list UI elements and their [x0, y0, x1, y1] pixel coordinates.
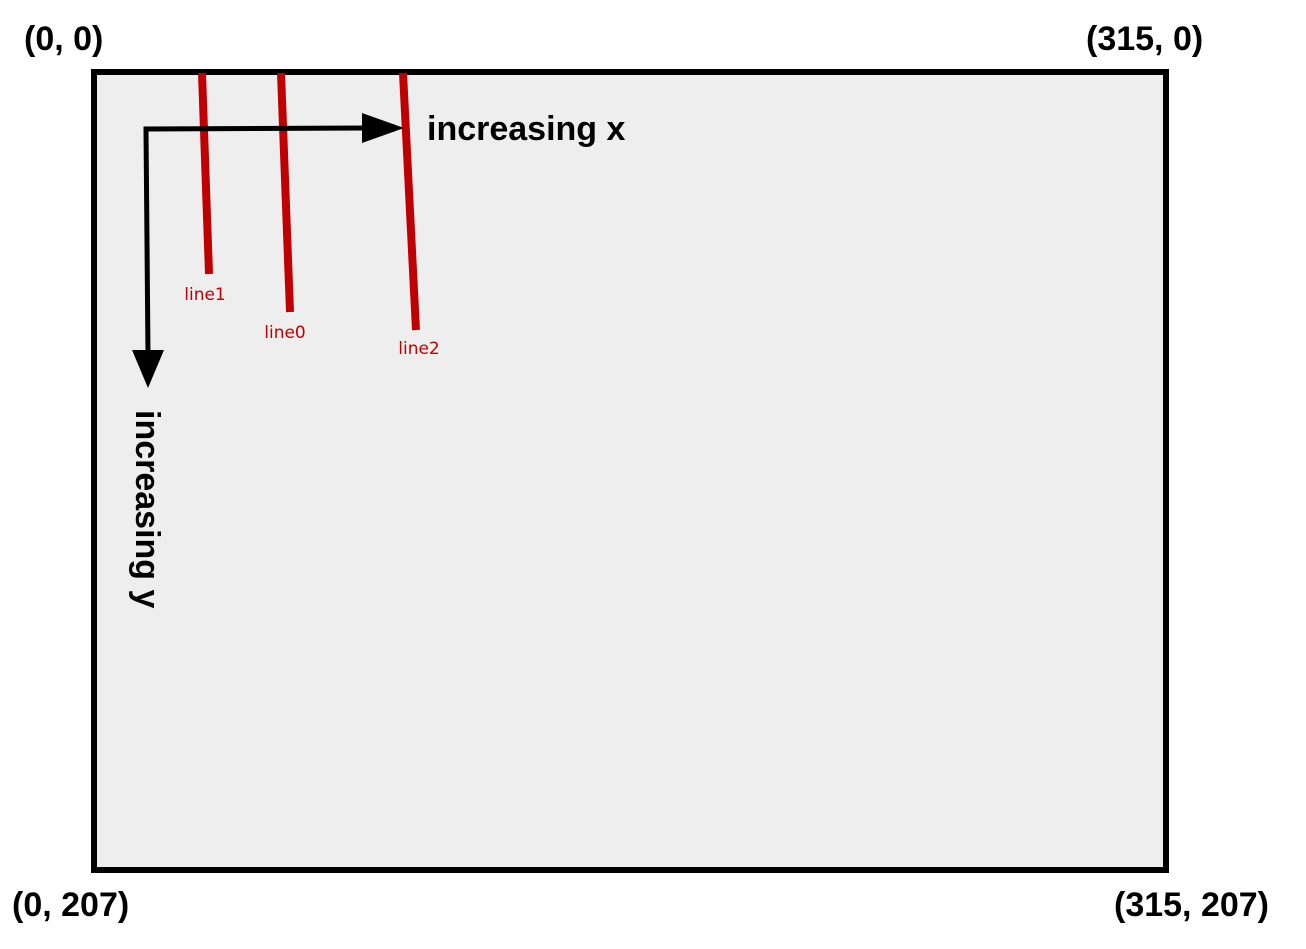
axes-lines — [143, 125, 367, 357]
y-axis-label: increasing y — [128, 410, 166, 609]
line2-label: line2 — [398, 339, 440, 359]
x-axis-label: increasing x — [427, 110, 626, 148]
line1-label: line1 — [184, 285, 226, 305]
corner-label-top-left: (0, 0) — [24, 20, 104, 58]
line1-segment — [198, 72, 213, 275]
line0-label: line0 — [264, 323, 306, 343]
corner-label-bottom-right: (315, 207) — [1114, 886, 1269, 924]
x-arrowhead — [362, 113, 404, 143]
line2-segment — [399, 72, 420, 331]
y-arrowhead — [132, 350, 164, 388]
line0-segment — [277, 72, 294, 313]
corner-label-bottom-left: (0, 207) — [12, 886, 130, 924]
corner-label-top-right: (315, 0) — [1086, 20, 1204, 58]
canvas-frame — [91, 69, 1169, 873]
